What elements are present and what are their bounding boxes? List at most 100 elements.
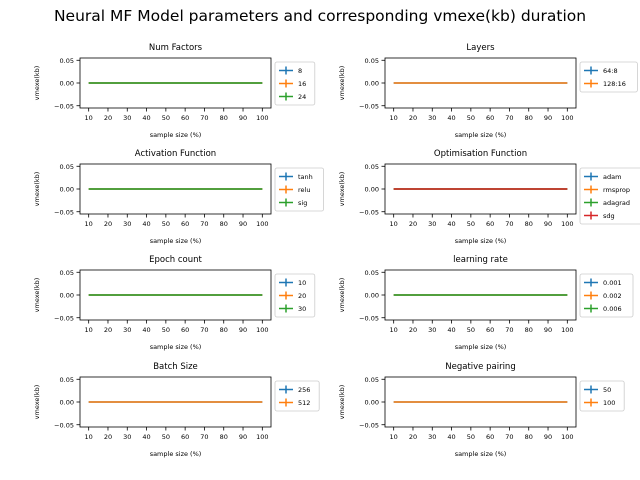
- x-tick-label: 90: [544, 326, 552, 334]
- axes-frame: [384, 163, 577, 215]
- x-tick-label: 20: [409, 433, 417, 441]
- x-tick-label: 20: [409, 326, 417, 334]
- legend-entry: 100: [603, 399, 615, 407]
- legend-entry: 0.001: [603, 279, 622, 287]
- x-tick-label: 70: [505, 220, 513, 228]
- x-tick-label: 50: [162, 114, 170, 122]
- y-tick-label: −0.05: [54, 102, 74, 110]
- x-tick-label: 80: [220, 220, 228, 228]
- x-axis-label: sample size (%): [150, 450, 202, 458]
- subplot-title: Activation Function: [135, 149, 216, 159]
- y-tick-label: −0.05: [359, 314, 379, 322]
- x-tick-label: 60: [486, 220, 494, 228]
- y-tick-label: 0.00: [365, 80, 379, 88]
- y-tick-label: 0.00: [365, 399, 379, 407]
- x-tick-label: 60: [486, 326, 494, 334]
- x-tick-label: 70: [200, 326, 208, 334]
- x-tick-label: 100: [561, 433, 573, 441]
- legend-entry: 256: [298, 386, 310, 394]
- legend-frame: [274, 167, 324, 212]
- subplot-title: Epoch count: [149, 255, 202, 265]
- x-tick-label: 70: [200, 433, 208, 441]
- x-tick-label: 10: [85, 326, 93, 334]
- legend-frame: [274, 61, 316, 106]
- x-tick-label: 90: [239, 220, 247, 228]
- x-tick-label: 10: [390, 326, 398, 334]
- legend: 256 512: [274, 380, 320, 412]
- legend-frame: [579, 167, 640, 225]
- subplot-activation-function: Activation Function 0.05 0.00 −0.05 10 20 30 40…: [33, 149, 324, 245]
- x-tick-label: 70: [200, 220, 208, 228]
- legend-entry: sig: [298, 199, 307, 207]
- x-tick-label: 90: [544, 114, 552, 122]
- x-axis-label: sample size (%): [150, 237, 202, 245]
- legend-entry: adam: [603, 173, 621, 181]
- y-tick-label: 0.05: [365, 376, 379, 384]
- y-tick-label: 0.00: [60, 399, 74, 407]
- x-tick-label: 20: [409, 114, 417, 122]
- y-axis-label: vmexe(kb): [33, 66, 41, 101]
- legend-entry: 30: [298, 305, 306, 313]
- legend: 8 16 24: [274, 61, 316, 106]
- y-tick-label: −0.05: [54, 208, 74, 216]
- x-tick-label: 80: [525, 114, 533, 122]
- x-tick-label: 60: [181, 326, 189, 334]
- x-tick-label: 100: [561, 114, 573, 122]
- axes-frame: [384, 269, 577, 321]
- x-tick-label: 70: [505, 433, 513, 441]
- y-tick-label: 0.00: [60, 80, 74, 88]
- y-axis-label: vmexe(kb): [338, 66, 346, 101]
- x-tick-label: 20: [104, 114, 112, 122]
- axes-frame: [384, 57, 577, 109]
- y-axis-label: vmexe(kb): [338, 172, 346, 207]
- x-axis-label: sample size (%): [455, 237, 507, 245]
- x-axis-label: sample size (%): [150, 343, 202, 351]
- legend-entry: relu: [298, 186, 310, 194]
- x-axis-label: sample size (%): [455, 131, 507, 139]
- x-tick-label: 50: [162, 220, 170, 228]
- x-tick-label: 80: [220, 114, 228, 122]
- x-tick-label: 100: [256, 220, 268, 228]
- axes-frame: [79, 376, 272, 428]
- x-tick-label: 50: [162, 326, 170, 334]
- y-tick-label: 0.05: [60, 163, 74, 171]
- x-tick-label: 90: [544, 220, 552, 228]
- x-tick-label: 30: [428, 326, 436, 334]
- subplot-layers: Layers 0.05 0.00 −0.05 10 20 30 40 50 60 70 80 90 100…: [338, 43, 638, 139]
- subplot-title: learning rate: [453, 255, 508, 265]
- legend-frame: [274, 273, 316, 318]
- x-tick-label: 30: [428, 114, 436, 122]
- axes-frame: [79, 269, 272, 321]
- x-tick-label: 10: [85, 114, 93, 122]
- subplot-negative-pairing: Negative pairing 0.05 0.00 −0.05 10 20 30 40 50 6…: [338, 362, 625, 458]
- x-tick-label: 30: [123, 433, 131, 441]
- x-tick-label: 40: [447, 114, 455, 122]
- x-tick-label: 40: [142, 220, 150, 228]
- x-axis-label: sample size (%): [150, 131, 202, 139]
- legend-entry: 10: [298, 279, 306, 287]
- y-tick-label: −0.05: [359, 208, 379, 216]
- x-tick-label: 100: [561, 326, 573, 334]
- x-tick-label: 90: [239, 326, 247, 334]
- subplot-title: Num Factors: [149, 43, 203, 53]
- y-tick-label: −0.05: [359, 102, 379, 110]
- subplot-num-factors: Num Factors 0.05 0.00 −0.05 10 20 30 40 50 60 70 80…: [33, 43, 316, 139]
- figure-suptitle: Neural MF Model parameters and correspon…: [53, 7, 587, 25]
- legend-entry: 20: [298, 292, 306, 300]
- x-tick-label: 100: [256, 326, 268, 334]
- subplot-learning-rate: learning rate 0.05 0.00 −0.05 10 20 30 40 50 60 70…: [338, 255, 634, 351]
- x-tick-label: 40: [142, 326, 150, 334]
- x-tick-label: 80: [220, 433, 228, 441]
- y-tick-label: 0.05: [60, 269, 74, 277]
- x-tick-label: 50: [467, 220, 475, 228]
- y-tick-label: 0.00: [365, 292, 379, 300]
- legend: tanh relu sig: [274, 167, 324, 212]
- x-tick-label: 60: [486, 114, 494, 122]
- subplot-optimisation-function: Optimisation Function 0.05 0.00 −0.05 10 20 30…: [338, 149, 640, 245]
- x-tick-label: 20: [409, 220, 417, 228]
- legend-entry: adagrad: [603, 199, 630, 207]
- x-tick-label: 80: [525, 326, 533, 334]
- x-tick-label: 100: [256, 114, 268, 122]
- x-tick-label: 60: [181, 220, 189, 228]
- legend-entry: 8: [298, 67, 302, 75]
